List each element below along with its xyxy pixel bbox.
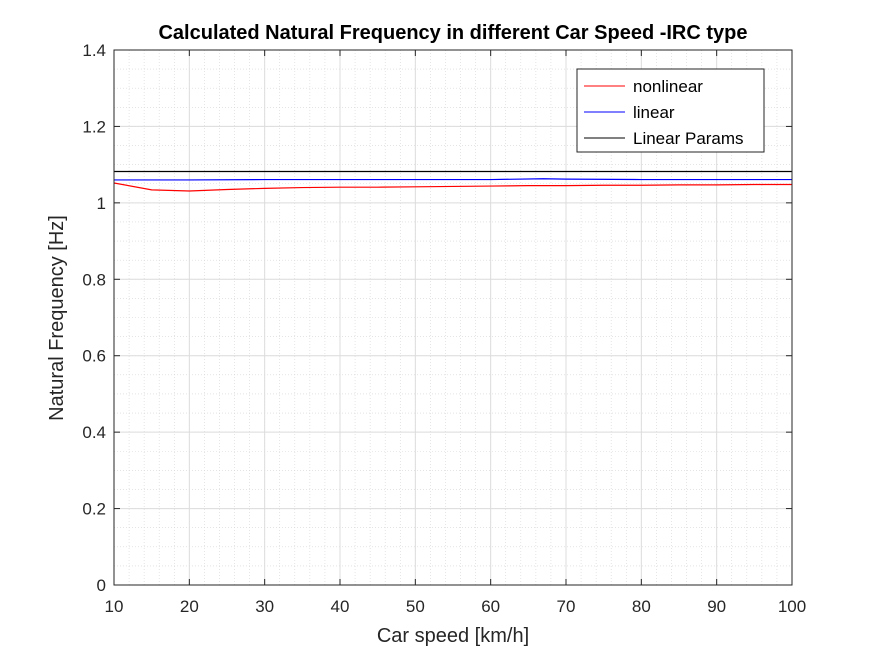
x-tick-label: 80 xyxy=(632,597,651,616)
x-tick-label: 10 xyxy=(105,597,124,616)
y-tick-label: 0.4 xyxy=(82,423,106,442)
y-tick-label: 1.4 xyxy=(82,41,106,60)
x-axis-ticks: 10 20 30 40 50 60 70 80 90 100 xyxy=(105,50,806,616)
y-tick-label: 0.6 xyxy=(82,347,106,366)
y-tick-label: 1.2 xyxy=(82,117,106,136)
x-tick-label: 50 xyxy=(406,597,425,616)
x-tick-label: 90 xyxy=(707,597,726,616)
y-tick-label: 0.8 xyxy=(82,270,106,289)
y-axis-ticks: 0 0.2 0.4 0.6 0.8 1 1.2 1.4 xyxy=(82,41,792,595)
legend-label-linear-params: Linear Params xyxy=(633,129,744,148)
y-tick-label: 1 xyxy=(97,194,106,213)
x-axis-label: Car speed [km/h] xyxy=(377,625,529,647)
x-tick-label: 40 xyxy=(331,597,350,616)
series-layer xyxy=(113,170,792,192)
series-line-linear xyxy=(114,178,792,181)
x-tick-label: 30 xyxy=(255,597,274,616)
y-tick-label: 0 xyxy=(97,576,106,595)
plot-area-border xyxy=(113,49,793,586)
y-tick-label: 0.2 xyxy=(82,500,106,519)
x-tick-label: 100 xyxy=(778,597,806,616)
legend: nonlinear linear Linear Params xyxy=(576,68,765,153)
x-tick-label: 20 xyxy=(180,597,199,616)
chart-title: Calculated Natural Frequency in differen… xyxy=(158,22,747,44)
legend-label-nonlinear: nonlinear xyxy=(633,77,703,96)
series-line-nonlinear xyxy=(113,182,792,192)
y-axis-label: Natural Frequency [Hz] xyxy=(46,215,68,421)
x-tick-label: 60 xyxy=(481,597,500,616)
legend-label-linear: linear xyxy=(633,103,675,122)
x-tick-label: 70 xyxy=(557,597,576,616)
